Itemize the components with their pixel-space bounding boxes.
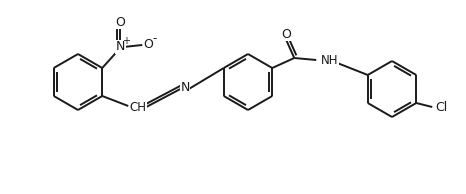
Text: O: O — [281, 28, 291, 41]
Text: NH: NH — [321, 55, 339, 68]
Text: O: O — [115, 16, 125, 29]
Text: N: N — [180, 81, 190, 94]
Text: O: O — [144, 37, 153, 50]
Text: CH: CH — [129, 100, 146, 113]
Text: +: + — [122, 36, 130, 46]
Text: -: - — [152, 33, 157, 46]
Text: N: N — [116, 41, 125, 54]
Text: Cl: Cl — [435, 100, 447, 113]
